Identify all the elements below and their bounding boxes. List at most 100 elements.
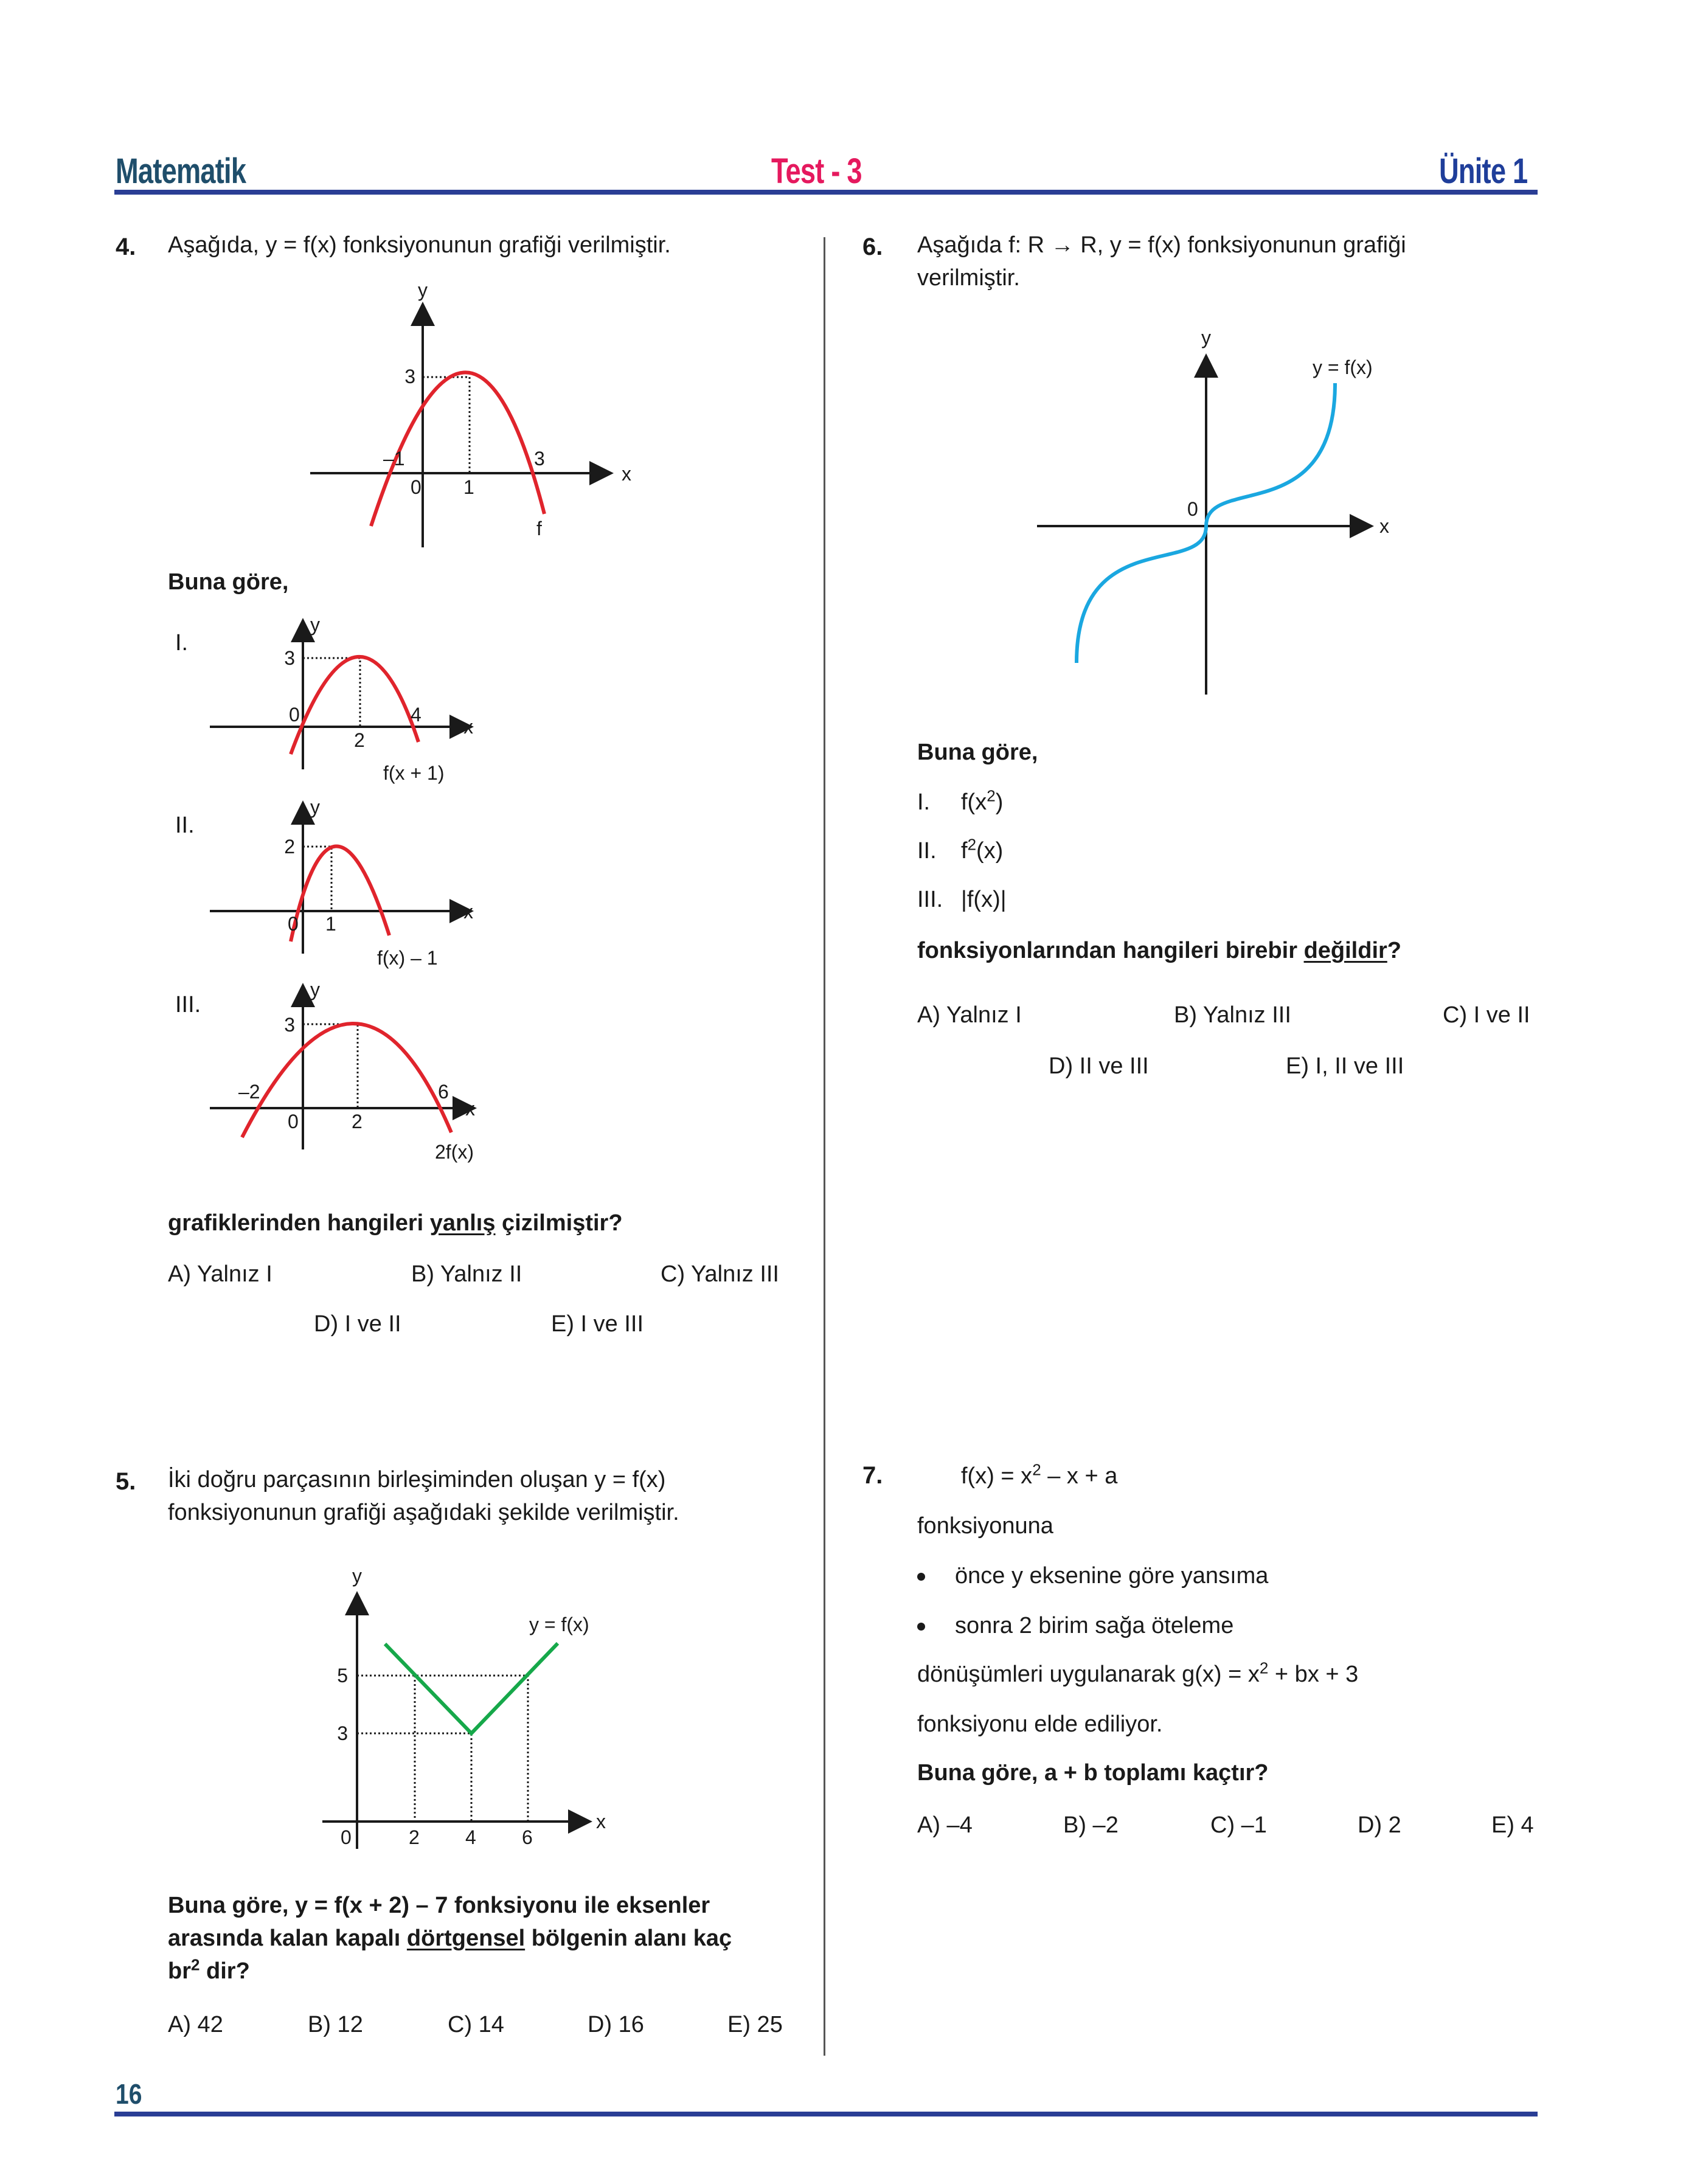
q5-x6: 6: [522, 1826, 533, 1848]
q4-III-label: 2f(x): [435, 1141, 474, 1163]
q4-curve-f: [369, 370, 546, 527]
q5-question-line1: Buna göre, y = f(x + 2) – 7 fonksiyonu i…: [168, 1893, 710, 1918]
q4-III-origin: 0: [288, 1111, 299, 1132]
q4-graph-III: y x 3 –2 0 2 6 2f(x): [210, 979, 477, 1163]
q4-II-label: f(x) – 1: [377, 947, 438, 969]
q4-II-xvertex: 1: [325, 913, 336, 935]
q4-stem: Aşağıda, y = f(x) fonksiyonunun grafiği …: [168, 232, 671, 258]
q6-question: fonksiyonlarından hangileri birebir deği…: [917, 938, 1402, 963]
q5-x-label: x: [596, 1811, 606, 1832]
q4-III-curve: [240, 1022, 453, 1139]
header-unit: Ünite 1: [1439, 151, 1528, 191]
q7-bullet-2: sonra 2 birim sağa öteleme: [955, 1613, 1234, 1638]
q4-III-ytick: 3: [284, 1014, 295, 1036]
q4-II-ytick: 2: [284, 836, 295, 858]
q5-number: 5.: [116, 1468, 136, 1495]
q7-donusum: dönüşümleri uygulanarak g(x) = x2 + bx +…: [917, 1659, 1359, 1687]
q4-II-origin: 0: [288, 913, 299, 935]
q5-x4: 4: [465, 1826, 476, 1848]
q6-option-e[interactable]: E) I, II ve III: [1286, 1053, 1404, 1079]
header-rule: [114, 190, 1538, 195]
page-number: 16: [116, 2078, 142, 2110]
q5-ytick-3: 3: [337, 1722, 348, 1744]
q4-I-xvertex: 2: [354, 729, 365, 751]
q7-elde: fonksiyonu elde ediliyor.: [917, 1711, 1163, 1737]
q4-III-xneg: –2: [238, 1081, 260, 1103]
q4-x-neg: –1: [383, 448, 405, 470]
q6-item-I: f(x2): [961, 786, 1004, 815]
q6-option-a[interactable]: A) Yalnız I: [917, 1002, 1022, 1028]
q4-x-label: x: [622, 463, 631, 485]
footer-rule: [114, 2112, 1538, 2116]
q4-option-c[interactable]: C) Yalnız III: [661, 1261, 779, 1287]
q4-option-e[interactable]: E) I ve III: [551, 1311, 644, 1337]
q4-main-graph: y x 3 –1 0 1 3 f: [310, 280, 631, 547]
q7-formula: f(x) = x2 – x + a: [961, 1460, 1118, 1489]
q5-question-line3: br2 dir?: [168, 1955, 250, 1984]
q6-stem-line2: verilmiştir.: [917, 265, 1020, 291]
q4-question: grafiklerinden hangileri yanlış çizilmiş…: [168, 1210, 623, 1236]
q5-stem-line2: fonksiyonunun grafiği aşağıdaki şekilde …: [168, 1500, 679, 1525]
q5-option-b[interactable]: B) 12: [308, 2012, 363, 2037]
q7-bullet-1-dot: [917, 1573, 925, 1581]
q4-buna-gore: Buna göre,: [168, 569, 289, 595]
q4-graph-II: y x 2 0 1 f(x) – 1: [210, 796, 474, 969]
q7-bullet-2-dot: [917, 1623, 925, 1631]
q4-option-a[interactable]: A) Yalnız I: [168, 1261, 272, 1287]
q6-option-d[interactable]: D) II ve III: [1049, 1053, 1149, 1079]
q7-option-c[interactable]: C) –1: [1210, 1812, 1267, 1838]
q6-option-c[interactable]: C) I ve II: [1443, 1002, 1530, 1028]
q7-bullet-1: önce y eksenine göre yansıma: [955, 1563, 1269, 1589]
q6-graph: y x 0 y = f(x): [1037, 327, 1389, 695]
column-divider: [824, 237, 825, 2056]
q6-curve: [1075, 383, 1337, 664]
q6-item-III: |f(x)|: [961, 887, 1007, 912]
q5-ytick-5: 5: [337, 1665, 348, 1687]
q6-item-III-roman: III.: [917, 887, 943, 912]
q4-x-root: 3: [534, 448, 545, 470]
q4-y-tick: 3: [404, 366, 415, 387]
q4-option-b[interactable]: B) Yalnız II: [411, 1261, 522, 1287]
q7-option-a[interactable]: A) –4: [917, 1812, 973, 1838]
q7-question: Buna göre, a + b toplamı kaçtır?: [917, 1760, 1269, 1786]
q6-number: 6.: [862, 234, 883, 260]
q4-II-curve: [289, 844, 391, 942]
q7-option-b[interactable]: B) –2: [1063, 1812, 1119, 1838]
q4-I-label: f(x + 1): [383, 762, 444, 784]
q6-item-II: f2(x): [961, 835, 1004, 864]
q4-III-xvertex: 2: [352, 1111, 363, 1132]
q4-II-x: x: [463, 901, 473, 923]
q5-option-a[interactable]: A) 42: [168, 2012, 223, 2037]
q7-fonksiyonuna: fonksiyonuna: [917, 1513, 1053, 1539]
q7-option-e[interactable]: E) 4: [1491, 1812, 1534, 1838]
q5-stem-line1: İki doğru parçasının birleşiminden oluşa…: [168, 1467, 666, 1492]
q4-roman-III: III.: [175, 992, 201, 1017]
q6-origin: 0: [1187, 498, 1198, 520]
q7-number: 7.: [862, 1462, 883, 1489]
q5-option-d[interactable]: D) 16: [588, 2012, 644, 2037]
q4-I-ytick: 3: [284, 647, 295, 669]
q6-item-I-roman: I.: [917, 789, 931, 815]
q4-I-curve: [289, 654, 420, 755]
q5-curve-label: y = f(x): [529, 1614, 589, 1635]
q5-graph: y x 5 3 0 2 4 6 y = f(x): [322, 1565, 606, 1849]
q6-curve-label: y = f(x): [1313, 356, 1373, 378]
q7-option-d[interactable]: D) 2: [1358, 1812, 1401, 1838]
q4-I-y: y: [310, 614, 320, 636]
q4-I-xroot: 4: [411, 704, 422, 726]
q5-option-e[interactable]: E) 25: [727, 2012, 783, 2037]
q5-question-line2: arasında kalan kapalı dörtgensel bölgeni…: [168, 1926, 732, 1951]
q6-y-label: y: [1201, 327, 1211, 348]
q4-roman-II: II.: [175, 813, 195, 838]
q4-II-y: y: [310, 796, 320, 818]
q4-I-x: x: [463, 716, 473, 738]
q4-option-d[interactable]: D) I ve II: [314, 1311, 401, 1337]
q4-graph-I: y x 3 0 2 4 f(x + 1): [210, 614, 474, 784]
q4-III-y: y: [310, 979, 320, 1000]
q4-III-x: x: [465, 1098, 475, 1120]
q5-x2: 2: [409, 1826, 420, 1848]
q5-option-c[interactable]: C) 14: [448, 2012, 504, 2037]
q4-roman-I: I.: [175, 630, 189, 656]
q4-y-label: y: [418, 280, 428, 301]
q6-option-b[interactable]: B) Yalnız III: [1174, 1002, 1291, 1028]
